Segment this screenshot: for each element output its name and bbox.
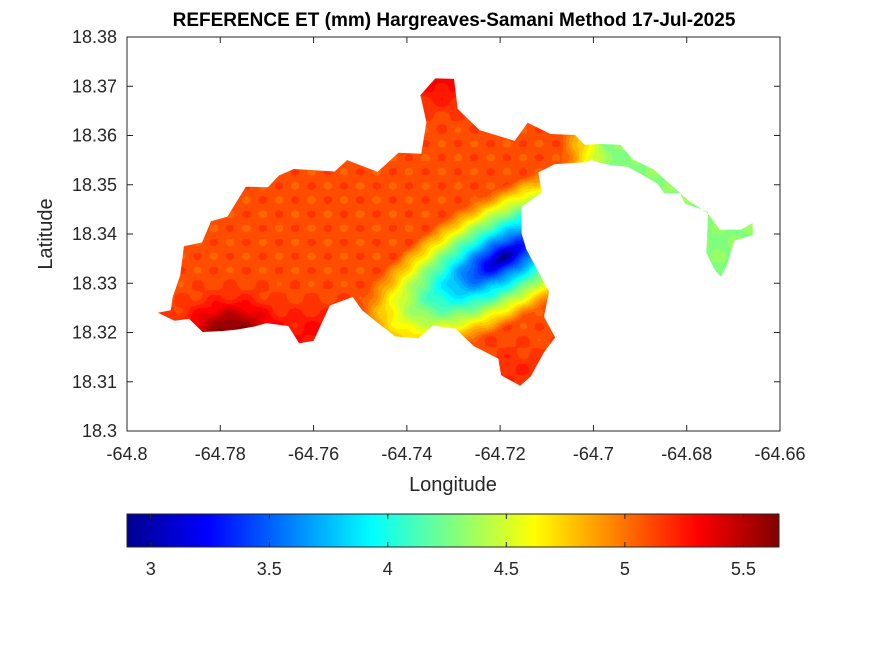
y-axis-ticks: 18.3 18.31 18.32 18.33 18.34 18.35 18.36 18.37 1… xyxy=(72,27,780,441)
y-tick-label: 18.36 xyxy=(72,126,117,146)
x-tick-label: -64.78 xyxy=(195,444,246,464)
colorbar-tick-label: 3.5 xyxy=(257,559,282,579)
y-tick-label: 18.38 xyxy=(72,27,117,47)
x-axis-label: Longitude xyxy=(409,474,497,496)
y-tick-label: 18.34 xyxy=(72,224,117,244)
chart-title: REFERENCE ET (mm) Hargreaves-Samani Meth… xyxy=(173,10,736,31)
x-tick-label: -64.66 xyxy=(754,444,805,464)
colorbar-ticks: 3 3.5 4 4.5 5 5.5 xyxy=(146,514,756,579)
y-tick-label: 18.32 xyxy=(72,323,117,343)
y-tick-label: 18.33 xyxy=(72,273,117,293)
x-tick-label: -64.76 xyxy=(288,444,339,464)
x-tick-label: -64.68 xyxy=(661,444,712,464)
colorbar-tick-label: 5 xyxy=(620,559,630,579)
y-tick-label: 18.35 xyxy=(72,175,117,195)
y-axis-label: Latitude xyxy=(35,198,57,269)
colorbar-tick-label: 5.5 xyxy=(731,559,756,579)
colorbar-tick-label: 4.5 xyxy=(494,559,519,579)
colorbar xyxy=(126,513,780,548)
colorbar-tick-label: 4 xyxy=(383,559,393,579)
y-tick-label: 18.37 xyxy=(72,76,117,96)
x-tick-label: -64.8 xyxy=(106,444,147,464)
x-tick-label: -64.7 xyxy=(573,444,614,464)
y-tick-label: 18.31 xyxy=(72,372,117,392)
colorbar-tick-label: 3 xyxy=(146,559,156,579)
x-tick-label: -64.74 xyxy=(381,444,432,464)
x-tick-label: -64.72 xyxy=(475,444,526,464)
y-tick-label: 18.3 xyxy=(82,421,117,441)
x-axis-ticks: -64.8 -64.78 -64.76 -64.74 -64.72 -64.7 -64.68… xyxy=(106,37,806,464)
